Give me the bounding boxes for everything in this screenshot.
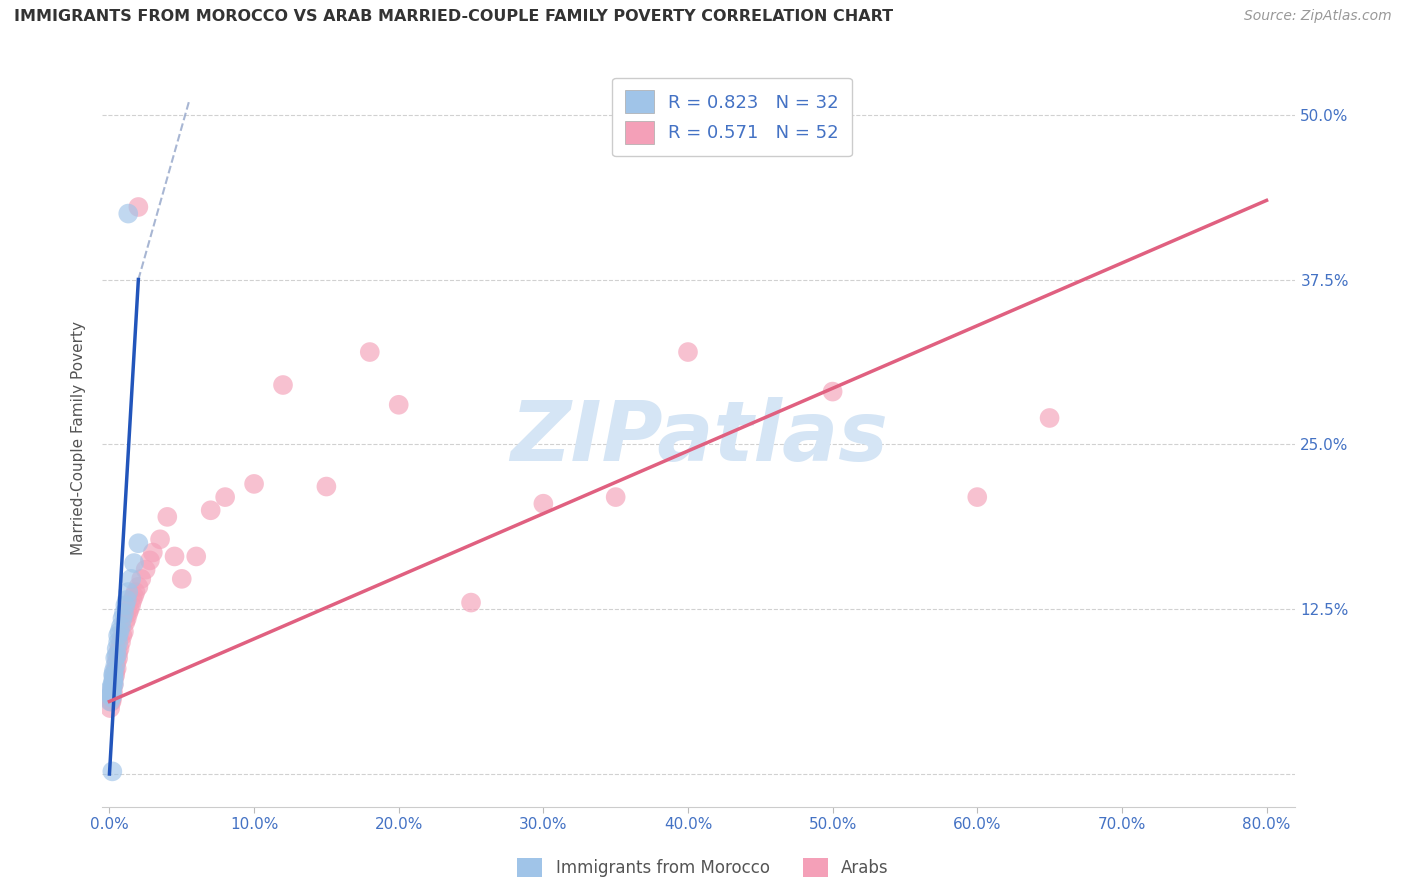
Point — [186, 549, 208, 564]
Point — [107, 635, 129, 649]
Point — [107, 646, 129, 660]
Point — [100, 694, 122, 708]
Point — [100, 681, 122, 696]
Point — [101, 681, 124, 696]
Y-axis label: Married-Couple Family Poverty: Married-Couple Family Poverty — [72, 321, 86, 555]
Point — [359, 345, 381, 359]
Point — [115, 593, 138, 607]
Point — [117, 206, 139, 220]
Point — [101, 685, 124, 699]
Point — [243, 476, 266, 491]
Point — [105, 648, 128, 663]
Point — [966, 490, 988, 504]
Point — [100, 690, 122, 705]
Point — [104, 668, 127, 682]
Point — [117, 585, 139, 599]
Point — [127, 580, 149, 594]
Point — [122, 556, 145, 570]
Point — [101, 677, 124, 691]
Point — [129, 572, 152, 586]
Point — [98, 694, 121, 708]
Point — [105, 655, 128, 669]
Point — [118, 602, 141, 616]
Point — [103, 664, 125, 678]
Point — [104, 651, 127, 665]
Point — [103, 677, 125, 691]
Point — [124, 585, 146, 599]
Point — [103, 672, 125, 686]
Point — [105, 641, 128, 656]
Point — [117, 606, 139, 620]
Point — [114, 615, 136, 630]
Text: ZIPatlas: ZIPatlas — [510, 397, 887, 478]
Point — [142, 545, 165, 559]
Point — [110, 635, 132, 649]
Point — [121, 593, 143, 607]
Point — [115, 611, 138, 625]
Point — [127, 200, 149, 214]
Point — [107, 629, 129, 643]
Point — [163, 549, 186, 564]
Legend: R = 0.823   N = 32, R = 0.571   N = 52: R = 0.823 N = 32, R = 0.571 N = 52 — [613, 78, 852, 156]
Point — [111, 611, 134, 625]
Text: IMMIGRANTS FROM MOROCCO VS ARAB MARRIED-COUPLE FAMILY POVERTY CORRELATION CHART: IMMIGRANTS FROM MOROCCO VS ARAB MARRIED-… — [14, 9, 893, 24]
Point — [271, 378, 294, 392]
Point — [120, 599, 142, 613]
Point — [170, 572, 193, 586]
Point — [112, 624, 135, 639]
Point — [100, 685, 122, 699]
Point — [120, 572, 142, 586]
Point — [388, 398, 411, 412]
Point — [101, 681, 124, 696]
Point — [214, 490, 236, 504]
Point — [108, 624, 131, 639]
Point — [100, 688, 122, 702]
Point — [100, 688, 122, 702]
Point — [103, 672, 125, 686]
Point — [101, 764, 124, 779]
Point — [108, 641, 131, 656]
Point — [112, 606, 135, 620]
Point — [107, 651, 129, 665]
Point — [156, 509, 179, 524]
Point — [149, 533, 172, 547]
Point — [139, 553, 162, 567]
Text: Source: ZipAtlas.com: Source: ZipAtlas.com — [1244, 9, 1392, 23]
Point — [101, 688, 124, 702]
Point — [105, 661, 128, 675]
Point — [1038, 411, 1060, 425]
Point — [200, 503, 222, 517]
Point — [104, 659, 127, 673]
Point — [821, 384, 844, 399]
Point — [460, 596, 482, 610]
Point — [605, 490, 627, 504]
Point — [100, 694, 122, 708]
Point — [111, 629, 134, 643]
Point — [98, 701, 121, 715]
Point — [676, 345, 699, 359]
Point — [135, 563, 157, 577]
Point — [101, 674, 124, 689]
Point — [114, 599, 136, 613]
Point — [101, 690, 124, 705]
Point — [103, 677, 125, 691]
Point — [101, 668, 124, 682]
Point — [531, 497, 554, 511]
Point — [104, 664, 127, 678]
Point — [122, 589, 145, 603]
Point — [103, 668, 125, 682]
Point — [127, 536, 149, 550]
Legend: Immigrants from Morocco, Arabs: Immigrants from Morocco, Arabs — [510, 851, 896, 884]
Point — [315, 479, 337, 493]
Point — [110, 619, 132, 633]
